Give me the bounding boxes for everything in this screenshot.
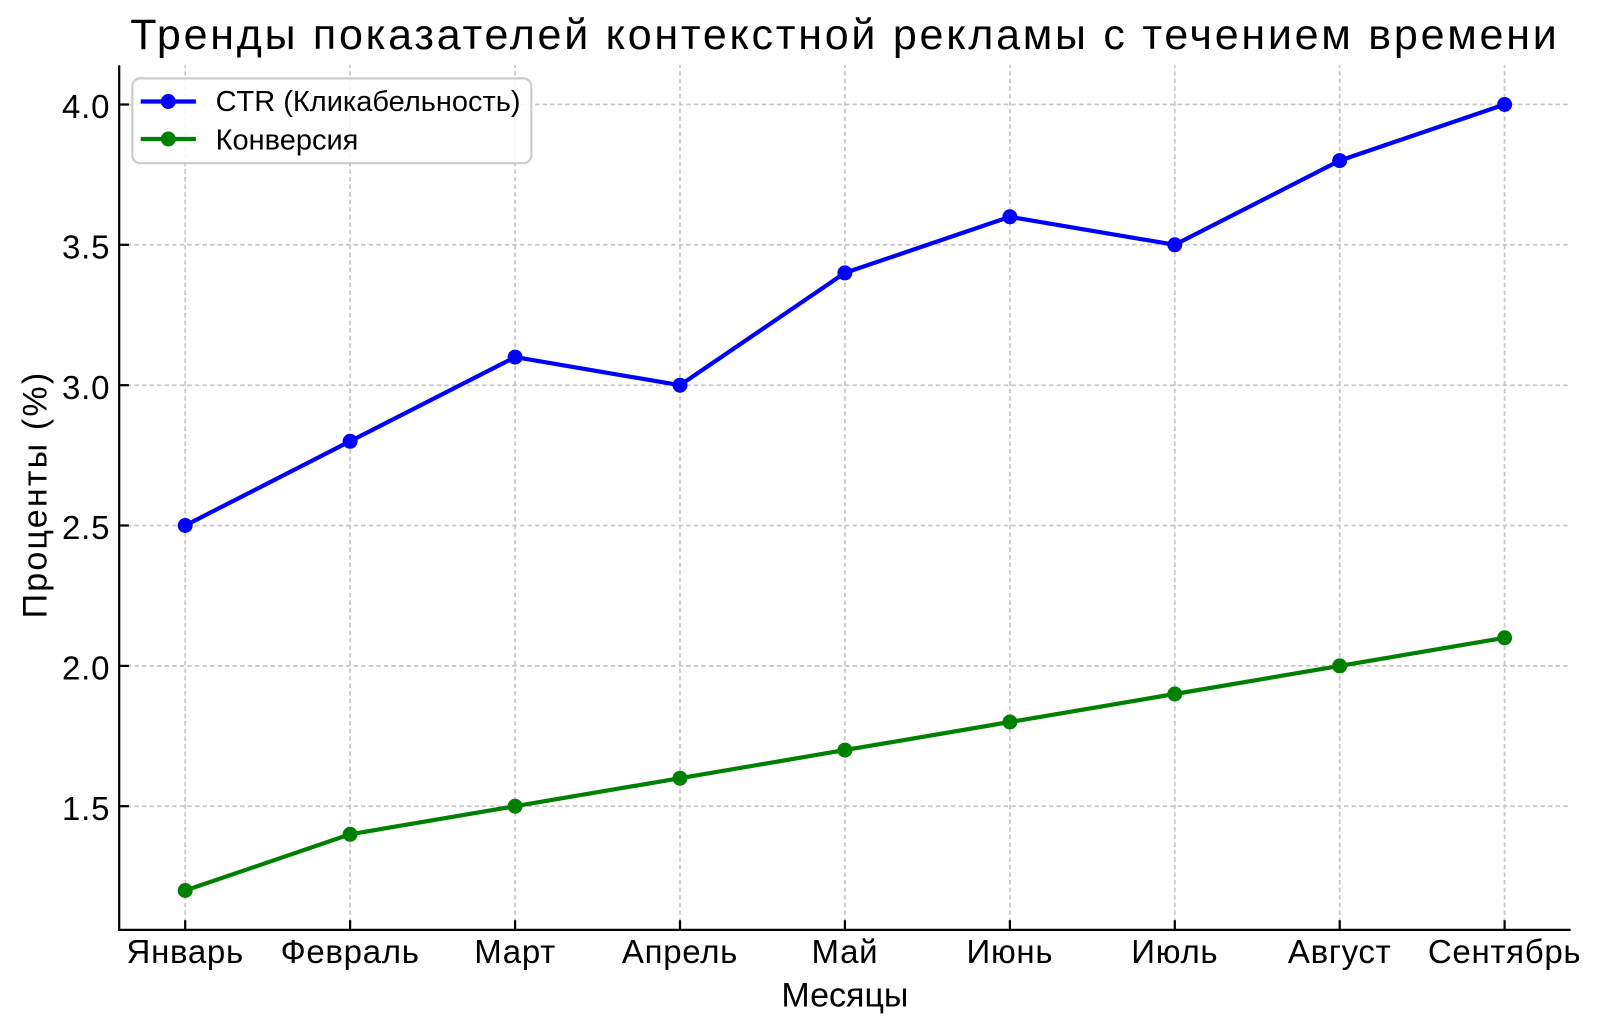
- svg-text:Июнь: Июнь: [967, 933, 1054, 970]
- svg-text:Конверсия: Конверсия: [216, 124, 359, 156]
- svg-text:1.5: 1.5: [62, 790, 110, 827]
- svg-text:Июль: Июль: [1131, 933, 1218, 970]
- svg-text:4.0: 4.0: [62, 88, 110, 125]
- svg-text:2.5: 2.5: [62, 509, 110, 546]
- svg-text:Май: Май: [812, 933, 879, 970]
- svg-text:3.5: 3.5: [62, 228, 110, 265]
- svg-text:Январь: Январь: [127, 933, 244, 970]
- svg-text:Август: Август: [1288, 933, 1392, 970]
- svg-text:2.0: 2.0: [62, 650, 110, 687]
- svg-text:3.0: 3.0: [62, 369, 110, 406]
- svg-text:Апрель: Апрель: [622, 933, 738, 970]
- svg-text:CTR (Кликабельность): CTR (Кликабельность): [216, 86, 521, 118]
- svg-text:Март: Март: [474, 933, 556, 970]
- svg-text:Месяцы: Месяцы: [781, 976, 908, 1014]
- svg-text:Проценты (%): Проценты (%): [16, 371, 54, 619]
- svg-text:Февраль: Февраль: [281, 933, 420, 970]
- svg-text:Сентябрь: Сентябрь: [1428, 933, 1581, 970]
- svg-text:Тренды показателей контекстной: Тренды показателей контекстной рекламы с…: [130, 11, 1559, 59]
